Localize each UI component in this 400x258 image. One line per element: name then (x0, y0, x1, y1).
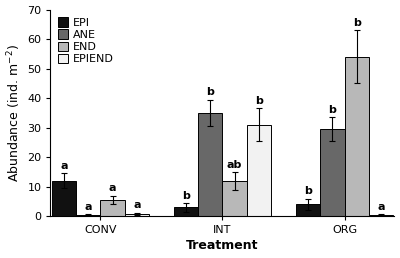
Text: a: a (109, 183, 116, 193)
Text: a: a (84, 202, 92, 212)
X-axis label: Treatment: Treatment (186, 239, 259, 252)
Bar (125, 214, 149, 216)
Text: a: a (377, 201, 385, 212)
Bar (100, 200, 125, 216)
Legend: EPI, ANE, END, EPIEND: EPI, ANE, END, EPIEND (56, 15, 116, 66)
Bar (174, 207, 198, 216)
Text: b: b (255, 96, 263, 106)
Text: a: a (60, 161, 68, 171)
Y-axis label: Abundance (ind. m$^{-2}$): Abundance (ind. m$^{-2}$) (6, 44, 23, 182)
Bar (344, 57, 369, 216)
Text: b: b (304, 186, 312, 196)
Bar (52, 181, 76, 216)
Bar (296, 204, 320, 216)
Bar (320, 129, 344, 216)
Text: ab: ab (227, 160, 242, 170)
Bar (222, 181, 247, 216)
Bar (198, 113, 222, 216)
Bar (369, 215, 393, 216)
Text: b: b (353, 18, 361, 28)
Text: b: b (206, 87, 214, 97)
Bar (247, 125, 271, 216)
Text: a: a (133, 200, 141, 210)
Text: b: b (182, 191, 190, 201)
Text: b: b (328, 105, 336, 115)
Bar (76, 215, 100, 216)
